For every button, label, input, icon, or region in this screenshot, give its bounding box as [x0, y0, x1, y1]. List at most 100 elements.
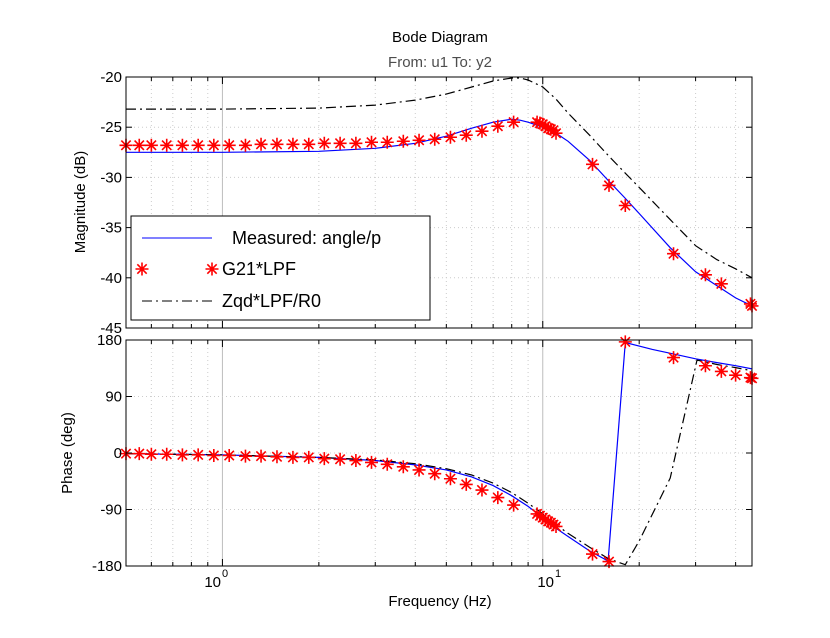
- magnitude-marker-g21: [602, 178, 616, 192]
- magnitude-marker-g21: [698, 268, 712, 282]
- magnitude-marker-g21: [714, 277, 728, 291]
- phase-marker-g21: [412, 463, 426, 477]
- phase-panel: -180 -90 0 90 180 Phase (deg): [59, 332, 759, 575]
- magnitude-ytick-label: -20: [100, 69, 122, 86]
- phase-marker-g21: [602, 555, 616, 569]
- x-tick-label-exp-1: 0: [222, 568, 228, 580]
- phase-marker-g21: [698, 359, 712, 373]
- phase-marker-g21: [191, 448, 205, 462]
- phase-marker-g21: [132, 447, 146, 461]
- magnitude-ylabel: Magnitude (dB): [72, 151, 89, 254]
- phase-ytick-label: 90: [105, 389, 122, 406]
- phase-ytick-label: 180: [97, 332, 122, 349]
- phase-marker-g21: [475, 483, 489, 497]
- phase-marker-g21: [254, 449, 268, 463]
- magnitude-marker-g21: [541, 121, 555, 135]
- x-tick-label-exp-10: 1: [555, 568, 561, 580]
- magnitude-ytick-label: -25: [100, 119, 122, 136]
- magnitude-marker-g21: [380, 135, 394, 149]
- magnitude-line-zqd: [126, 77, 753, 279]
- magnitude-axes-box: [125, 76, 753, 329]
- magnitude-panel: -45 -40 -35 -30 -25 -20 Magnitude (dB) Measur…: [72, 69, 759, 337]
- phase-marker-g21: [507, 498, 521, 512]
- magnitude-marker-g21: [254, 137, 268, 151]
- magnitude-marker-g21: [349, 136, 363, 150]
- magnitude-marker-g21: [333, 136, 347, 150]
- magnitude-marker-g21: [544, 122, 558, 136]
- phase-marker-g21: [714, 364, 728, 378]
- magnitude-marker-g21: [507, 115, 521, 129]
- phase-marker-g21: [317, 452, 331, 466]
- phase-ticks: -180 -90 0 90 180: [92, 332, 752, 575]
- magnitude-marker-g21: [491, 119, 505, 133]
- magnitude-ytick-label: -45: [100, 320, 122, 337]
- legend-label-zqd: Zqd*LPF/R0: [222, 291, 321, 311]
- phase-marker-g21: [160, 447, 174, 461]
- legend-box: [130, 215, 431, 321]
- magnitude-marker-g21: [317, 136, 331, 150]
- phase-marker-g21: [380, 457, 394, 471]
- legend-marker-g21-right: [205, 262, 219, 276]
- magnitude-marker-g21: [191, 138, 205, 152]
- legend-star-left: [135, 262, 149, 276]
- chart-title: Bode Diagram: [392, 29, 488, 46]
- phase-marker-g21: [175, 448, 189, 462]
- legend-label-g21: G21*LPF: [222, 259, 296, 279]
- magnitude-marker-g21: [286, 137, 300, 151]
- phase-marker-g21: [491, 491, 505, 505]
- magnitude-marker-g21: [533, 116, 547, 130]
- x-tick-label-base-10: 10: [537, 574, 554, 591]
- legend: Measured: angle/p G21*LPF Zqd*LPF/R0: [130, 215, 431, 321]
- magnitude-marker-g21: [270, 137, 284, 151]
- magnitude-marker-g21: [443, 130, 457, 144]
- phase-marker-g21: [729, 368, 743, 382]
- phase-ytick-label: 0: [114, 445, 122, 462]
- phase-marker-g21: [349, 454, 363, 468]
- magnitude-ytick-label: -35: [100, 220, 122, 237]
- magnitude-marker-g21: [160, 138, 174, 152]
- phase-marker-g21: [302, 450, 316, 464]
- x-tick-label-base-1: 10: [204, 574, 221, 591]
- magnitude-marker-g21: [459, 128, 473, 142]
- magnitude-marker-g21: [475, 124, 489, 138]
- magnitude-marker-g21: [302, 137, 316, 151]
- phase-marker-g21: [549, 519, 563, 533]
- magnitude-marker-g21: [667, 247, 681, 261]
- magnitude-marker-g21: [222, 138, 236, 152]
- magnitude-marker-g21: [396, 134, 410, 148]
- phase-series-g21: [119, 335, 759, 569]
- magnitude-marker-g21: [238, 138, 252, 152]
- phase-marker-g21: [238, 449, 252, 463]
- magnitude-marker-g21: [618, 199, 632, 213]
- phase-marker-g21: [270, 450, 284, 464]
- phase-marker-g21: [333, 452, 347, 466]
- magnitude-marker-g21: [144, 138, 158, 152]
- magnitude-marker-g21: [743, 297, 757, 311]
- phase-marker-g21: [396, 460, 410, 474]
- phase-marker-g21: [618, 335, 632, 349]
- phase-ytick-label: -90: [100, 502, 122, 519]
- phase-marker-g21: [428, 467, 442, 481]
- magnitude-ticks: -45 -40 -35 -30 -25 -20: [100, 69, 752, 337]
- magnitude-marker-g21: [586, 157, 600, 171]
- phase-marker-g21: [365, 455, 379, 469]
- magnitude-marker-g21: [549, 126, 563, 140]
- phase-line-zqd: [125, 359, 753, 566]
- phase-ytick-label: -180: [92, 558, 122, 575]
- phase-ylabel: Phase (deg): [59, 412, 76, 494]
- magnitude-ytick-label: -30: [100, 169, 122, 186]
- phase-marker-g21: [541, 514, 555, 528]
- legend-label-measured: Measured: angle/p: [232, 228, 381, 248]
- phase-marker-g21: [286, 450, 300, 464]
- phase-marker-g21: [459, 477, 473, 491]
- magnitude-marker-g21: [365, 135, 379, 149]
- phase-marker-g21: [586, 547, 600, 561]
- phase-series: [119, 335, 759, 569]
- phase-marker-g21: [222, 449, 236, 463]
- phase-marker-g21: [443, 472, 457, 486]
- magnitude-ytick-label: -40: [100, 270, 122, 287]
- magnitude-marker-g21: [132, 138, 146, 152]
- legend-marker-g21-left: [135, 262, 149, 276]
